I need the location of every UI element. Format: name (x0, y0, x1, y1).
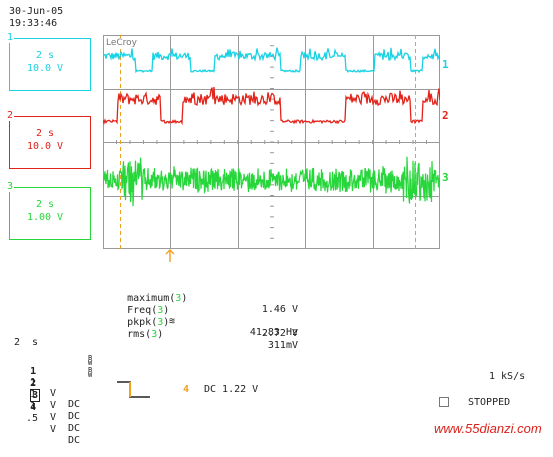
measurement-channel: 3 (175, 293, 182, 304)
channel-2-number: 2 (6, 110, 15, 121)
measurements-panel: maximum(3) 1.46 V Freq(3) ≋ 41.83 Hz pkp… (103, 282, 303, 351)
trace-marker-1: 1 (442, 58, 449, 71)
coupling-mode: DC (68, 411, 81, 422)
measurement-channel: 3 (151, 329, 158, 340)
measurement-flag: ≋ (169, 316, 176, 327)
trace-marker-3: 3 (442, 171, 449, 184)
measurement-row: maximum(3) 1.46 V (103, 282, 303, 315)
coupling-unit: V (50, 400, 57, 411)
acquisition-status: STOPPED (468, 397, 511, 408)
sample-rate: 1 kS/s (489, 371, 526, 382)
measurement-param: Freq (127, 305, 152, 316)
channel-2-volts-div: 10.0 V (26, 141, 64, 152)
status-checkbox-icon[interactable] (439, 397, 449, 407)
waveform-display[interactable]: LeCroy (103, 35, 440, 249)
coupling-channel: 2 (30, 378, 37, 389)
coupling-volts: .5 (26, 413, 39, 424)
channel-3-trace (103, 156, 440, 207)
coupling-row[interactable]: 4 .5 V DC (6, 391, 96, 446)
coupling-channel: 3 (30, 389, 41, 402)
measurement-channel: 3 (157, 317, 164, 328)
measurement-channel: 3 (157, 305, 164, 316)
coupling-channel: 1 (30, 366, 37, 377)
channel-3-timebase: 2 s (35, 199, 55, 210)
channel-1-timebase: 2 s (35, 50, 55, 61)
coupling-mode: DC (68, 423, 81, 434)
trigger-setting[interactable]: DC 1.22 V (204, 384, 259, 395)
measurement-param: maximum (127, 293, 170, 304)
channel-3-volts-div: 1.00 V (26, 212, 64, 223)
measurement-value: 41.83 Hz (249, 327, 298, 338)
channel-2-timebase: 2 s (35, 128, 55, 139)
channel-1-box[interactable]: 1 2 s 10.0 V (6, 33, 91, 91)
coupling-unit: V (50, 388, 57, 399)
coupling-volts: 1 (30, 401, 37, 412)
channel-1-volts-div: 10.0 V (26, 63, 64, 74)
coupling-volts: 1 (30, 377, 37, 388)
measurement-param: rms (127, 329, 146, 340)
trace-marker-2: 2 (442, 109, 449, 122)
coupling-unit: V (50, 412, 57, 423)
coupling-unit: V (50, 424, 57, 435)
channel-3-box[interactable]: 3 2 s 1.00 V (6, 182, 91, 240)
channel-1-number: 1 (6, 32, 15, 43)
acquisition-date: 30-Jun-05 (9, 6, 64, 17)
coupling-mode: DC (68, 399, 81, 410)
coupling-channel: 4 (30, 402, 37, 413)
channel-1-trace (103, 47, 440, 74)
coupling-row[interactable]: 3 1 V DC (6, 379, 96, 434)
trigger-channel[interactable]: 4 (183, 384, 190, 395)
measurement-param: pkpk (127, 317, 152, 328)
coupling-volts: 1 (30, 389, 37, 400)
measurement-row: rms(3) 311mV (103, 318, 303, 351)
acquisition-time: 19:33:46 (9, 18, 58, 29)
measurement-value: 311mV (267, 340, 298, 351)
trigger-position-arrow[interactable] (164, 249, 176, 263)
measurement-row: Freq(3) ≋ 41.83 Hz (103, 294, 303, 338)
watermark-text: www.55dianzi.com (434, 421, 542, 436)
brand-label: LeCroy (105, 38, 139, 48)
channel-3-number: 3 (6, 181, 15, 192)
measurement-value: 2.72 V (261, 328, 298, 339)
trigger-slope-icon (117, 381, 150, 398)
measurement-row: pkpk(3) 2.72 V (103, 306, 303, 339)
channel-2-box[interactable]: 2 2 s 10.0 V (6, 111, 91, 169)
waveform-traces (103, 47, 440, 207)
measurement-value: 1.46 V (261, 304, 298, 315)
channel-2-trace (103, 87, 440, 126)
timebase-readout: 2 s (14, 337, 39, 348)
